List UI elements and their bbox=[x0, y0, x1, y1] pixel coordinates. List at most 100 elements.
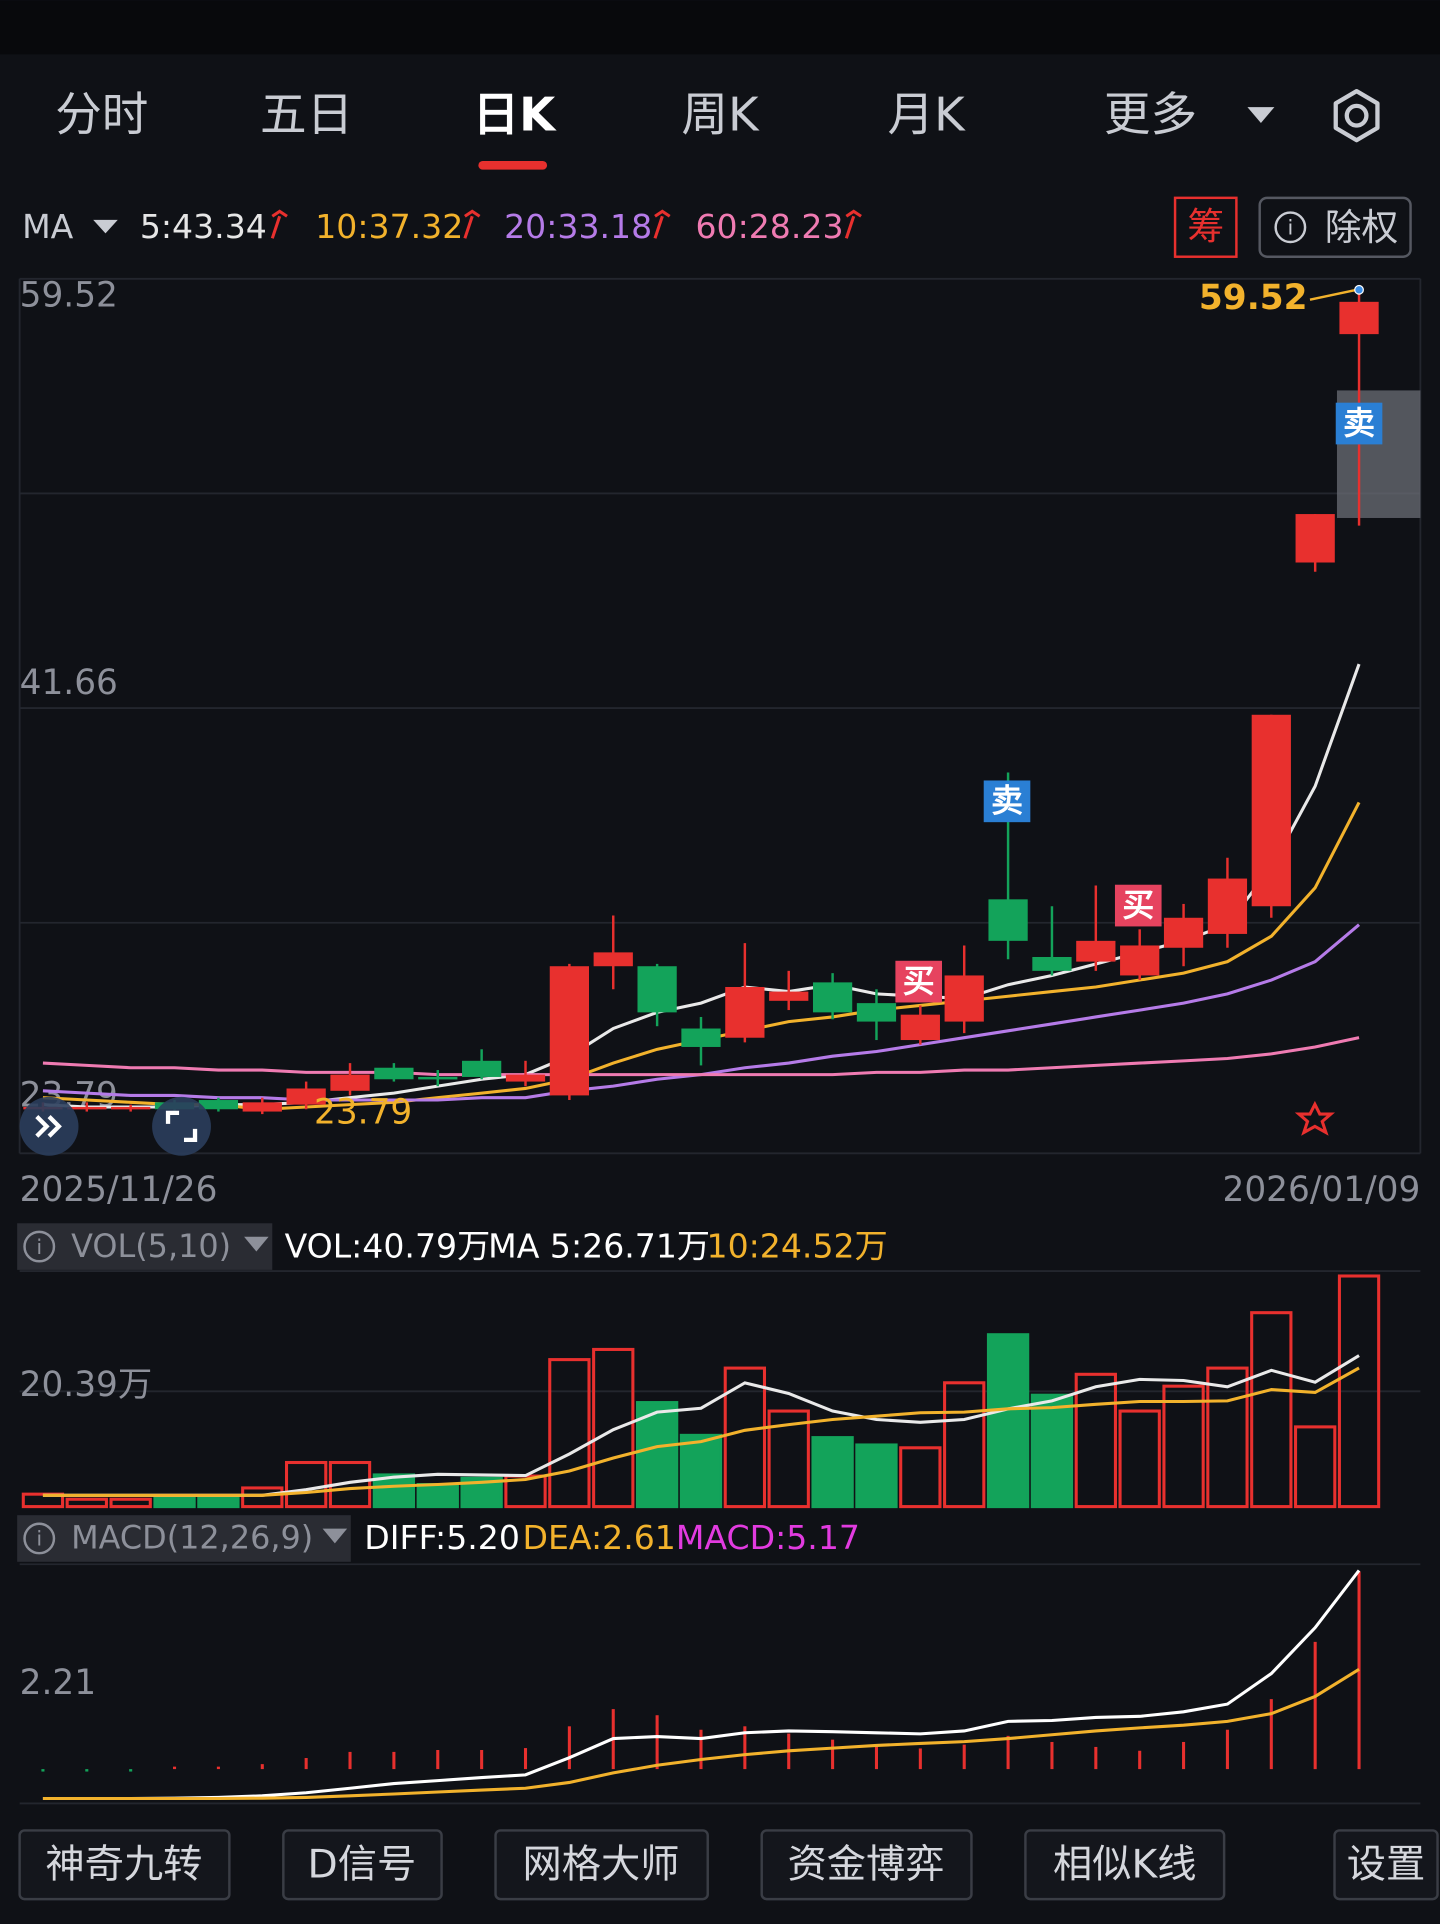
candle-body bbox=[725, 986, 765, 1038]
dea-line bbox=[42, 1668, 1360, 1801]
candle-body bbox=[330, 1074, 370, 1091]
chip-badge[interactable]: 筹 bbox=[1187, 205, 1224, 248]
candle-body bbox=[1339, 301, 1379, 335]
up-arrow bbox=[270, 209, 288, 239]
volume-bar bbox=[943, 1381, 986, 1509]
vol-legend: VOL:40.79万 bbox=[285, 1226, 491, 1265]
candle-body bbox=[549, 966, 590, 1096]
dropdown-arrow[interactable] bbox=[322, 1528, 348, 1544]
tool-button[interactable] bbox=[1024, 1829, 1226, 1901]
tool-label[interactable]: 神奇九转 bbox=[45, 1843, 202, 1888]
candle-body bbox=[593, 952, 633, 967]
buy-signal[interactable]: 买 bbox=[903, 962, 935, 1000]
top-strip bbox=[0, 0, 1440, 55]
macd-legend: DEA:2.61 bbox=[523, 1518, 676, 1557]
candle-body bbox=[1207, 878, 1248, 934]
buy-signal[interactable]: 买 bbox=[1122, 886, 1154, 924]
tab[interactable]: 更多 bbox=[1104, 88, 1197, 142]
candle-body bbox=[681, 1028, 721, 1047]
tab-active[interactable]: 日K bbox=[473, 88, 558, 142]
tool-label[interactable]: 资金博弈 bbox=[787, 1843, 944, 1888]
chip-badge-box[interactable] bbox=[1173, 196, 1238, 258]
volume-bar bbox=[1337, 1274, 1381, 1509]
dropdown-arrow[interactable] bbox=[244, 1236, 269, 1252]
tool-bar: 神奇九转 D信号 网格大师 资金博弈 相似K线 设置 bbox=[18, 1829, 1439, 1901]
candle-body bbox=[1032, 956, 1072, 971]
tab[interactable]: 周K bbox=[681, 88, 760, 142]
candle-body bbox=[856, 1003, 897, 1022]
volume-bar bbox=[1118, 1409, 1161, 1509]
info-i: i bbox=[36, 1527, 42, 1551]
vol-indicator[interactable]: VOL(5,10) bbox=[71, 1227, 231, 1265]
candle-body bbox=[374, 1067, 414, 1080]
candle-body bbox=[111, 1106, 151, 1110]
volume-bar bbox=[1250, 1311, 1293, 1509]
macd-grid bbox=[19, 1563, 1421, 1805]
buy-signal-box[interactable] bbox=[1114, 884, 1162, 927]
macd-legend: MACD:5.17 bbox=[676, 1518, 860, 1557]
volume-chart: 20.39万 bbox=[19, 1274, 1421, 1509]
volume-bar bbox=[1074, 1372, 1117, 1509]
vol-indicator-box[interactable] bbox=[17, 1223, 273, 1270]
vol-ma-line bbox=[42, 1366, 1360, 1497]
volume-bar bbox=[986, 1333, 1030, 1509]
volume-bar bbox=[1206, 1366, 1249, 1509]
settings-icon[interactable] bbox=[1333, 88, 1380, 143]
volume-bar bbox=[635, 1401, 679, 1509]
ma-line bbox=[42, 1036, 1360, 1077]
tab[interactable]: 月K bbox=[887, 88, 966, 142]
info-icon[interactable] bbox=[23, 1230, 56, 1263]
price-tick-label: 59.52 bbox=[20, 276, 118, 316]
sell-signal-box[interactable] bbox=[983, 780, 1031, 823]
tool-button[interactable] bbox=[494, 1829, 709, 1901]
info-icon[interactable] bbox=[23, 1522, 56, 1555]
vol-tick-label: 20.39万 bbox=[20, 1365, 153, 1405]
max-label: 59.52 bbox=[1199, 278, 1308, 318]
candle-body bbox=[1251, 714, 1291, 907]
dropdown-arrow[interactable] bbox=[1247, 107, 1275, 124]
price-tick-label: 41.66 bbox=[20, 663, 118, 703]
expand-icon bbox=[35, 1115, 62, 1138]
macd-indicator-box[interactable] bbox=[17, 1515, 351, 1562]
tool-label[interactable]: D信号 bbox=[307, 1843, 416, 1888]
tool-button[interactable] bbox=[18, 1829, 231, 1901]
exright-button[interactable]: 除权 bbox=[1325, 206, 1399, 249]
volume-bar bbox=[416, 1483, 459, 1509]
volume-bar bbox=[197, 1495, 240, 1509]
info-icon[interactable] bbox=[1274, 211, 1307, 244]
fullscreen-button[interactable] bbox=[152, 1096, 211, 1156]
volume-bar bbox=[241, 1486, 284, 1509]
sell-signal[interactable]: 卖 bbox=[991, 782, 1023, 820]
exright-button-box[interactable] bbox=[1258, 196, 1412, 258]
candle-body bbox=[242, 1102, 282, 1112]
tool-button[interactable] bbox=[1333, 1829, 1439, 1901]
volume-bar bbox=[592, 1347, 635, 1509]
tool-label[interactable]: 设置 bbox=[1347, 1843, 1426, 1888]
ma-legend: MA 5:43.34 10:37.32 20:33.18 60:28.23 bbox=[22, 207, 862, 246]
candle-body bbox=[1163, 917, 1204, 948]
volume-bar bbox=[679, 1433, 723, 1509]
tool-label[interactable]: 相似K线 bbox=[1053, 1843, 1197, 1888]
candle-body bbox=[944, 975, 984, 1022]
signals: 卖 买 买 卖 bbox=[895, 402, 1383, 1003]
date-end: 2026/01/09 bbox=[1223, 1170, 1421, 1210]
candle-body bbox=[1076, 940, 1116, 962]
info-i: i bbox=[36, 1235, 42, 1259]
max-pointer bbox=[1309, 288, 1357, 301]
ma-label[interactable]: MA bbox=[22, 207, 74, 246]
tab[interactable]: 五日 bbox=[260, 88, 353, 142]
candle-body bbox=[505, 1074, 546, 1082]
favorite-icon[interactable] bbox=[1294, 1100, 1335, 1136]
macd-indicator[interactable]: MACD(12,26,9) bbox=[71, 1519, 313, 1557]
tool-label[interactable]: 网格大师 bbox=[523, 1843, 680, 1888]
dropdown-arrow[interactable] bbox=[93, 219, 118, 234]
buy-signal-box[interactable] bbox=[895, 960, 943, 1003]
volume-bar bbox=[1294, 1425, 1337, 1509]
sell-signal[interactable]: 卖 bbox=[1343, 404, 1375, 442]
sell-signal-box[interactable] bbox=[1335, 402, 1383, 445]
volume-bar bbox=[899, 1446, 942, 1509]
tab[interactable]: 分时 bbox=[55, 88, 148, 142]
tool-button[interactable] bbox=[282, 1829, 443, 1901]
tool-button[interactable] bbox=[760, 1829, 973, 1901]
